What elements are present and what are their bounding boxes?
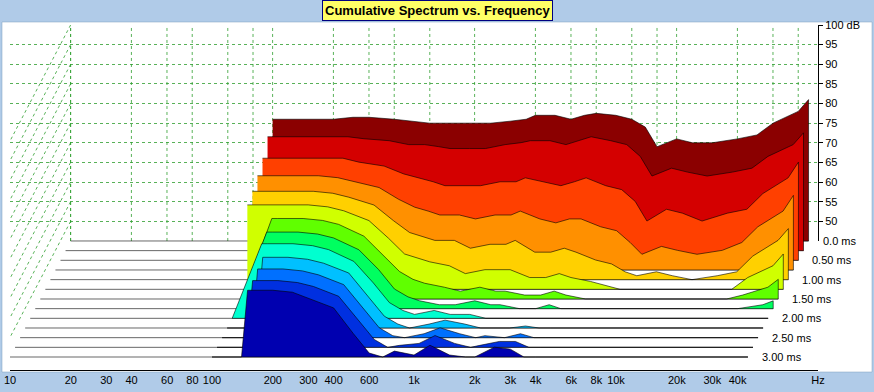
- svg-text:40k: 40k: [729, 374, 747, 386]
- svg-text:30: 30: [100, 374, 112, 386]
- svg-text:300: 300: [299, 374, 317, 386]
- svg-text:20: 20: [65, 374, 77, 386]
- svg-text:8k: 8k: [591, 374, 603, 386]
- svg-text:3.00 ms: 3.00 ms: [762, 351, 802, 363]
- svg-text:6k: 6k: [565, 374, 577, 386]
- svg-text:60: 60: [161, 374, 173, 386]
- svg-text:2.00 ms: 2.00 ms: [782, 312, 822, 324]
- svg-text:80: 80: [186, 374, 198, 386]
- svg-text:0.0 ms: 0.0 ms: [823, 235, 857, 247]
- svg-text:200: 200: [264, 374, 282, 386]
- svg-text:100: 100: [203, 374, 221, 386]
- svg-text:55: 55: [825, 196, 837, 208]
- svg-text:600: 600: [360, 374, 378, 386]
- svg-text:95: 95: [825, 38, 837, 50]
- svg-text:60: 60: [825, 176, 837, 188]
- svg-text:4k: 4k: [530, 374, 542, 386]
- svg-text:2.50 ms: 2.50 ms: [772, 332, 812, 344]
- svg-text:20k: 20k: [668, 374, 686, 386]
- svg-text:1k: 1k: [408, 374, 420, 386]
- svg-text:70: 70: [825, 137, 837, 149]
- svg-text:400: 400: [324, 374, 342, 386]
- svg-text:80: 80: [825, 97, 837, 109]
- svg-text:0.50 ms: 0.50 ms: [812, 254, 852, 266]
- svg-text:30k: 30k: [704, 374, 722, 386]
- svg-text:10k: 10k: [607, 374, 625, 386]
- svg-text:75: 75: [825, 117, 837, 129]
- svg-text:2k: 2k: [469, 374, 481, 386]
- svg-text:1.50 ms: 1.50 ms: [792, 293, 832, 305]
- svg-text:10: 10: [4, 374, 16, 386]
- svg-text:Hz: Hz: [811, 374, 824, 386]
- svg-text:100 dB: 100 dB: [825, 19, 860, 31]
- svg-text:85: 85: [825, 78, 837, 90]
- svg-text:1.00 ms: 1.00 ms: [802, 274, 842, 286]
- svg-text:90: 90: [825, 58, 837, 70]
- svg-text:50: 50: [825, 215, 837, 227]
- svg-text:65: 65: [825, 156, 837, 168]
- svg-text:3k: 3k: [505, 374, 517, 386]
- svg-text:Cumulative Spectrum vs. Freque: Cumulative Spectrum vs. Frequency: [325, 3, 550, 18]
- svg-text:40: 40: [125, 374, 137, 386]
